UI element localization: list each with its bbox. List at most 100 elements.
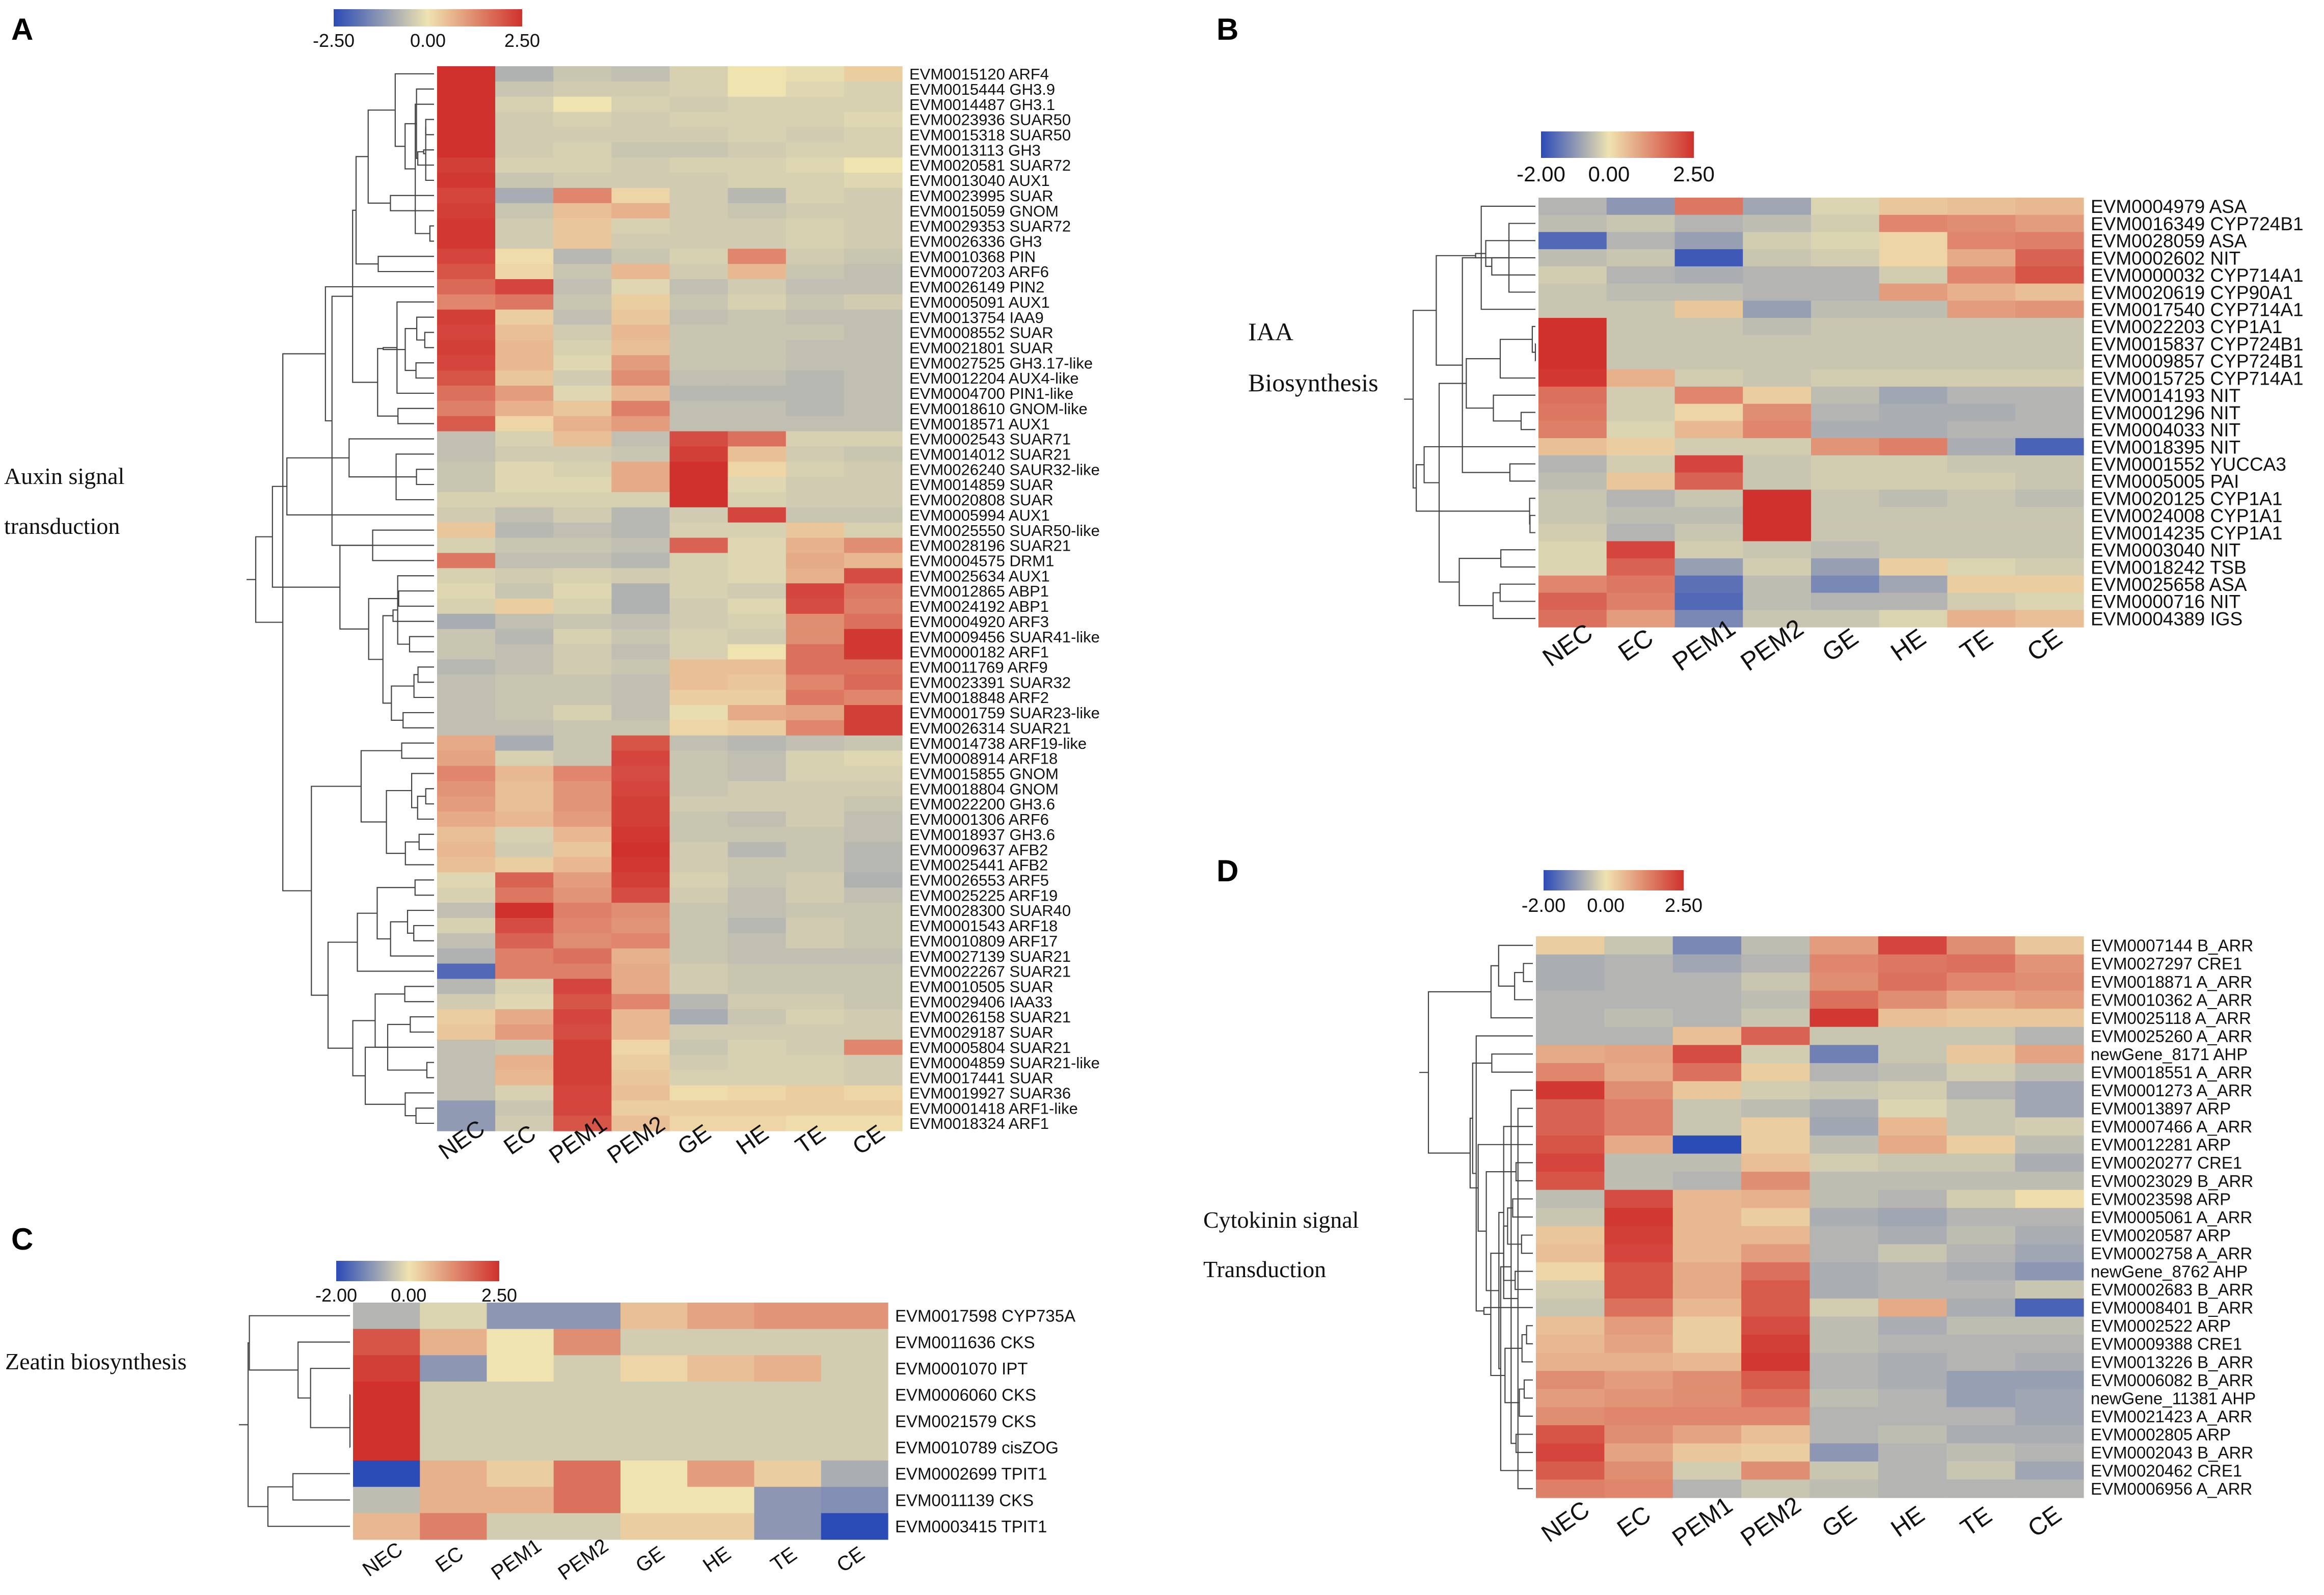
- heatmap-cell: [1947, 1244, 2016, 1263]
- heatmap-cell: [1538, 524, 1607, 542]
- heatmap-cell: [437, 187, 496, 204]
- heatmap-cell: [611, 1116, 670, 1131]
- heatmap-cell: [786, 264, 845, 280]
- heatmap-cell: [611, 735, 670, 751]
- heatmap-cell: [611, 522, 670, 538]
- heatmap-cell: [786, 431, 845, 447]
- heatmap-cell: [495, 735, 554, 751]
- dendrogram-branch: [409, 636, 434, 653]
- dendrogram-A: [247, 73, 434, 1124]
- heatmap-cell: [495, 462, 554, 477]
- heatmap-cell: [1536, 1461, 1605, 1480]
- heatmap-cell: [353, 1355, 420, 1382]
- heatmap-cell: [495, 963, 554, 980]
- dendrogram-branch: [1512, 1198, 1533, 1218]
- heatmap-cell: [1604, 1479, 1673, 1498]
- heatmap-cell: [437, 462, 496, 477]
- heatmap-cell: [1604, 1045, 1673, 1064]
- heatmap-cell: [1741, 972, 1810, 991]
- heatmap-cell: [669, 766, 728, 781]
- heatmap-cell: [844, 187, 903, 204]
- heatmap-cell: [437, 735, 496, 751]
- heatmap-cell: [1606, 421, 1676, 439]
- heatmap-cell: [1741, 1099, 1810, 1118]
- heatmap-cell: [669, 187, 728, 204]
- row-label: EVM0001759 SUAR23-like: [909, 704, 1100, 722]
- heatmap-cell: [1878, 1425, 1947, 1444]
- row-label: EVM0015059 GNOM: [909, 202, 1059, 220]
- heatmap-cell: [553, 766, 612, 781]
- dendrogram-branch: [425, 126, 434, 181]
- heatmap-cell: [495, 370, 554, 386]
- heatmap-cell: [2015, 1208, 2084, 1227]
- heatmap-cell: [611, 994, 670, 1010]
- row-label: EVM0026240 SAUR32-like: [909, 461, 1100, 478]
- heatmap-cell: [1947, 1425, 2016, 1444]
- heatmap-cell: [553, 735, 612, 751]
- heatmap-cell: [1672, 1353, 1742, 1371]
- heatmap-cell: [1604, 1136, 1673, 1154]
- heatmap-cell: [727, 872, 787, 888]
- heatmap-cell: [437, 249, 496, 264]
- heatmap-cell: [727, 1055, 787, 1071]
- heatmap-cell: [1879, 455, 1948, 473]
- heatmap-cell: [1536, 1371, 1605, 1390]
- heatmap-cell: [353, 1382, 420, 1409]
- heatmap-cell: [1878, 954, 1947, 973]
- heatmap-cell: [1672, 936, 1742, 955]
- heatmap-cell: [727, 492, 787, 508]
- heatmap-cell: [669, 599, 728, 614]
- heatmap-cell: [1743, 506, 1812, 525]
- heatmap-cell: [786, 583, 845, 599]
- heatmap-cell: [1947, 1389, 2016, 1408]
- row-label: EVM0012865 ABP1: [909, 582, 1049, 600]
- heatmap-cell: [1536, 1353, 1605, 1371]
- legend-tick-label: 0.00: [410, 30, 446, 51]
- heatmap-cell: [611, 918, 670, 934]
- heatmap-cell: [1538, 421, 1607, 439]
- dendrogram-branch: [1491, 1053, 1533, 1073]
- heatmap-cell: [727, 249, 787, 264]
- row-label: EVM0000032 CYP714A1: [2091, 265, 2304, 286]
- heatmap-cell: [1809, 1407, 1879, 1426]
- heatmap-cell: [553, 979, 612, 994]
- heatmap-cell: [437, 644, 496, 660]
- heatmap-cell: [420, 1303, 488, 1330]
- row-label: EVM0018610 GNOM-like: [909, 400, 1088, 418]
- heatmap-cell: [1811, 232, 1880, 250]
- dendrogram-branch: [392, 609, 434, 622]
- heatmap-cell: [786, 507, 845, 523]
- heatmap-cell: [2015, 972, 2084, 991]
- heatmap-cell: [437, 766, 496, 781]
- heatmap-cell: [727, 583, 787, 599]
- heatmap-cell: [1606, 403, 1676, 421]
- row-label: EVM0025550 SUAR50-like: [909, 522, 1100, 539]
- row-label: EVM0029353 SUAR72: [909, 218, 1071, 235]
- heatmap-cell: [553, 948, 612, 964]
- heatmap-cell: [727, 613, 787, 630]
- heatmap-cell: [727, 948, 787, 964]
- heatmap-cell: [727, 994, 787, 1010]
- heatmap-cell: [1811, 249, 1880, 267]
- dendrogram-branch: [425, 788, 434, 805]
- heatmap-cell: [727, 66, 787, 82]
- heatmap-cell: [1947, 335, 2016, 353]
- heatmap-cell: [611, 142, 670, 158]
- heatmap-cell: [669, 127, 728, 143]
- heatmap-cell: [2015, 592, 2084, 610]
- heatmap-cell: [495, 842, 554, 858]
- heatmap-cell: [1741, 1226, 1810, 1245]
- row-label: EVM0014012 SUAR21: [909, 446, 1071, 464]
- heatmap-cell: [1879, 421, 1948, 439]
- heatmap-cell: [1538, 352, 1607, 370]
- heatmap-cell: [437, 826, 496, 843]
- heatmap-cell: [844, 112, 903, 128]
- heatmap-cell: [669, 507, 728, 523]
- heatmap-cell: [620, 1486, 688, 1513]
- heatmap-cell: [1672, 1009, 1742, 1028]
- dendrogram-branch: [417, 796, 434, 820]
- heatmap-cell: [1878, 1262, 1947, 1281]
- heatmap-cell: [821, 1486, 888, 1513]
- heatmap-cell: [611, 613, 670, 630]
- heatmap-cell: [1741, 1461, 1810, 1480]
